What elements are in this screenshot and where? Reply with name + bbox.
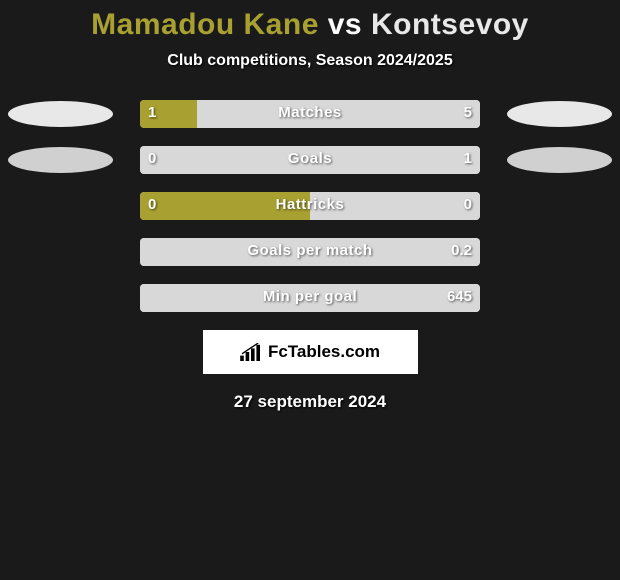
bar-track: 15Matches [140, 100, 480, 128]
chart-icon [240, 343, 262, 361]
bar-track: 645Min per goal [140, 284, 480, 312]
vs-text: vs [328, 8, 362, 41]
player2-name: Kontsevoy [371, 8, 529, 41]
stat-label: Hattricks [140, 196, 480, 213]
chart-area: 15Matches 01Goals 00Hattricks 0.2Goals per … [0, 100, 620, 312]
stat-row: 01Goals [0, 146, 620, 174]
bar-track: 01Goals [140, 146, 480, 174]
page-title: Mamadou Kane vs Kontsevoy [0, 8, 620, 42]
stat-row: 0.2Goals per match [0, 238, 620, 266]
stat-row: 645Min per goal [0, 284, 620, 312]
stat-label: Goals [140, 150, 480, 167]
stat-row: 15Matches [0, 100, 620, 128]
decor-ellipse-left [8, 101, 113, 127]
brand-text: FcTables.com [268, 342, 380, 362]
player1-name: Mamadou Kane [91, 8, 319, 41]
decor-ellipse-right [507, 147, 612, 173]
date-text: 27 september 2024 [0, 392, 620, 412]
stat-row: 00Hattricks [0, 192, 620, 220]
stat-label: Goals per match [140, 242, 480, 259]
brand-box[interactable]: FcTables.com [203, 330, 418, 374]
subtitle: Club competitions, Season 2024/2025 [0, 52, 620, 70]
stat-label: Min per goal [140, 288, 480, 305]
bar-track: 0.2Goals per match [140, 238, 480, 266]
bar-track: 00Hattricks [140, 192, 480, 220]
stat-label: Matches [140, 104, 480, 121]
decor-ellipse-right [507, 101, 612, 127]
decor-ellipse-left [8, 147, 113, 173]
comparison-widget: Mamadou Kane vs Kontsevoy Club competiti… [0, 0, 620, 412]
